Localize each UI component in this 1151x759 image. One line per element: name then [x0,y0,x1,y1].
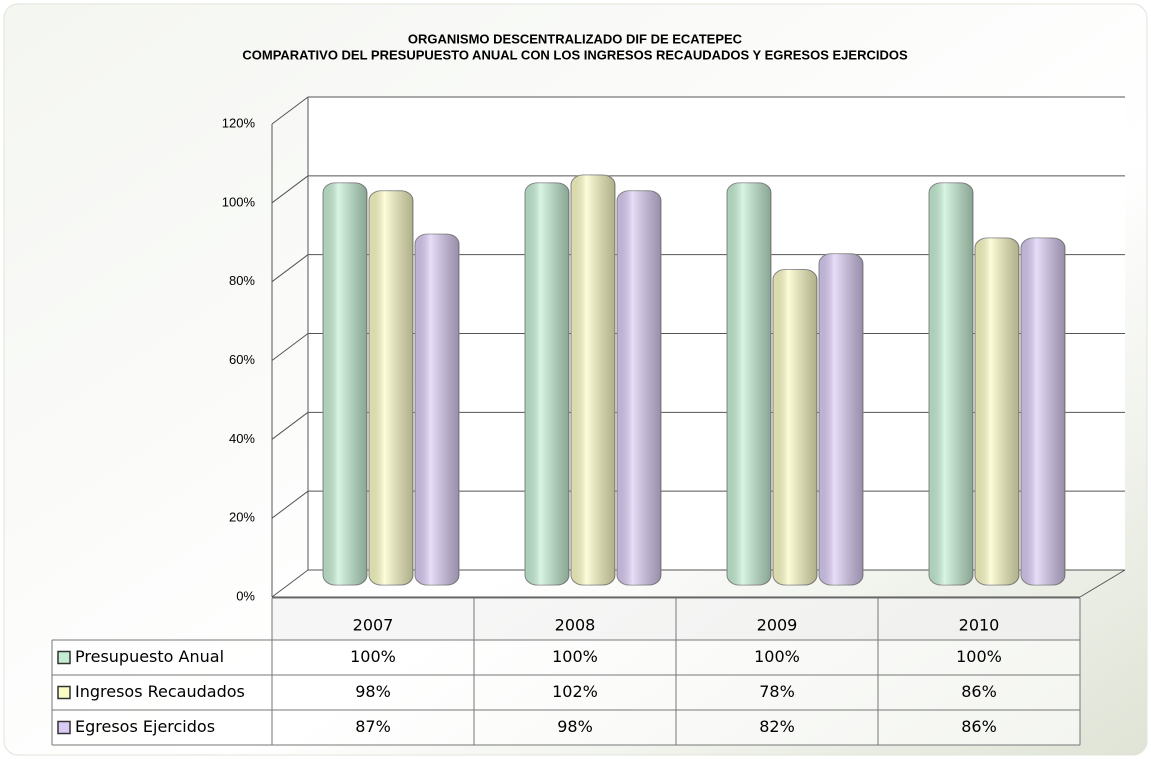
data-label: 98% [355,682,391,701]
y-tick-label: 0% [236,588,255,603]
y-tick-label: 40% [229,431,255,446]
x-tick-label: 2007 [353,616,394,635]
grid-line [271,254,309,283]
bar-shade [369,190,413,585]
bar-shade [929,182,973,586]
legend-swatch [57,685,71,700]
data-label: 100% [754,647,800,666]
bar-shade [525,182,569,586]
legend-swatch [57,650,71,665]
y-tick-label: 100% [222,194,256,209]
y-tick-label: 20% [229,510,255,525]
legend-swatch [57,720,71,735]
y-tick-label: 60% [229,352,255,367]
data-label: 100% [552,647,598,666]
bar-shade [975,238,1019,585]
chart-subtitle: COMPARATIVO DEL PRESUPUESTO ANUAL CON LO… [242,47,908,62]
bar-shade [323,182,367,586]
bar-shade [727,182,771,586]
bar-shade [819,253,863,586]
grid-line [271,569,309,598]
bar-shade [1021,238,1065,585]
data-label: 100% [956,647,1002,666]
y-tick-label: 80% [229,273,255,288]
data-label: 98% [557,717,593,736]
legend-label: Egresos Ejercidos [75,717,215,736]
grid-line [271,490,309,519]
x-tick-label: 2009 [757,616,798,635]
data-label: 87% [355,717,391,736]
legend-label: Ingresos Recaudados [75,682,245,701]
table-body-bg [52,640,1080,745]
grid-line [271,175,309,204]
bar-shade [617,190,661,585]
data-label: 78% [759,682,795,701]
x-tick-label: 2010 [959,616,1000,635]
chart-title: ORGANISMO DESCENTRALIZADO DIF DE ECATEPE… [408,31,743,46]
y-tick-label: 120% [222,115,256,130]
grid-line [271,96,309,125]
grid-line [271,333,309,361]
legend-label: Presupuesto Anual [75,647,224,666]
bar-shade [773,269,817,585]
data-label: 82% [759,717,795,736]
data-label: 86% [961,682,997,701]
bar-shade [571,174,615,585]
data-label: 86% [961,717,997,736]
floor-edge [1079,569,1126,598]
bar-shade [415,234,459,585]
grid-line [271,411,309,440]
x-tick-label: 2008 [555,616,596,635]
data-label: 102% [552,682,598,701]
data-label: 100% [350,647,396,666]
